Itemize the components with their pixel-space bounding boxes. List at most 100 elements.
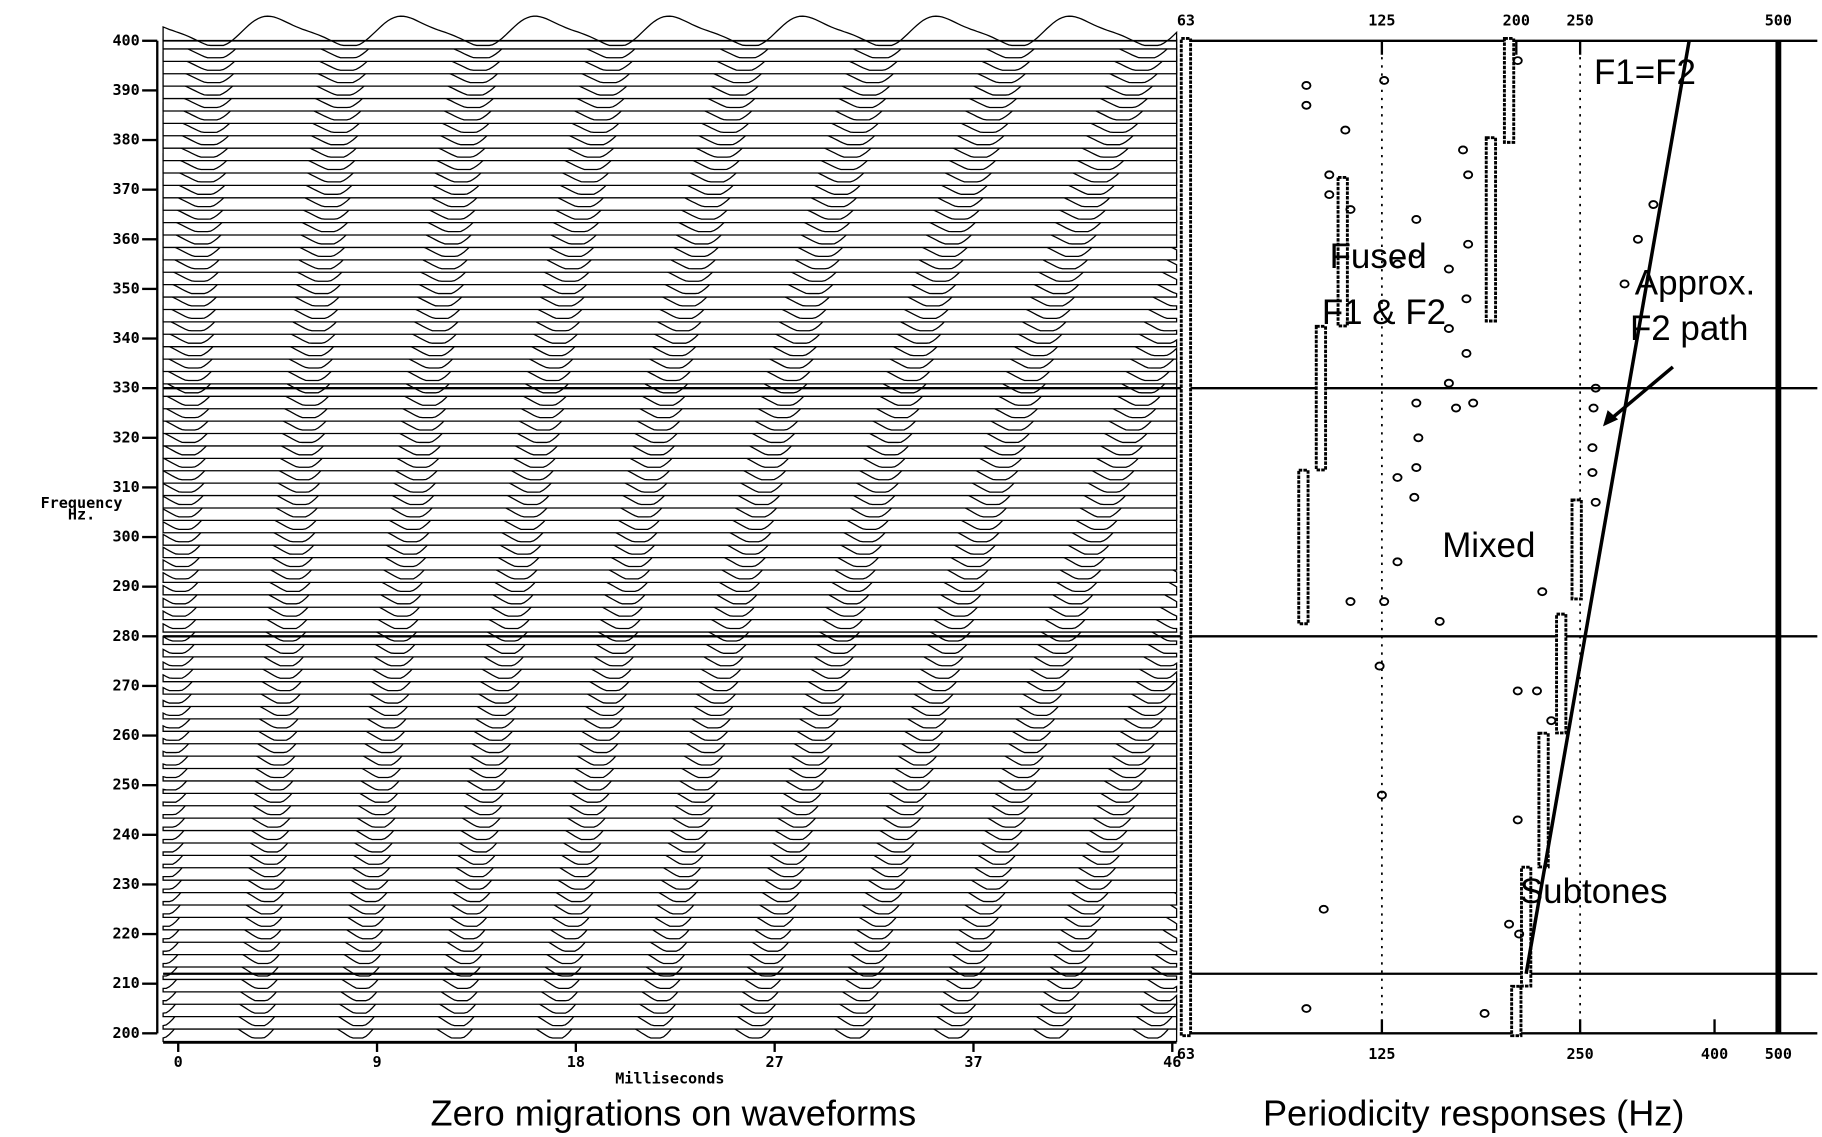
x-tick-label: 18 (567, 1053, 585, 1071)
y-axis-label: Frequency (41, 494, 123, 512)
f2-path (1524, 40, 1691, 975)
response-point (1531, 686, 1543, 696)
y-tick-label: 340 (112, 329, 139, 347)
response-point (1619, 279, 1630, 289)
y-tick-label: 350 (112, 279, 139, 297)
response-column (1502, 36, 1516, 144)
response-column (1555, 612, 1568, 735)
x-tick-label: 500 (1765, 1045, 1792, 1063)
response-point (1409, 492, 1420, 502)
x-tick-label: 9 (372, 1053, 381, 1071)
response-point (1411, 249, 1422, 259)
y-tick-label: 380 (112, 131, 139, 149)
response-point (1463, 170, 1474, 180)
response-point (1411, 463, 1422, 472)
y-tick-label: 280 (112, 627, 139, 645)
response-point (1374, 661, 1385, 671)
y-tick-label: 290 (112, 577, 139, 595)
response-point (1587, 443, 1598, 453)
y-tick-label: 230 (112, 875, 139, 893)
response-column (1484, 136, 1498, 323)
waveforms (162, 15, 1178, 1043)
response-point (1345, 205, 1356, 214)
y-tick-label: 200 (112, 1024, 139, 1042)
x-axis-label: Milliseconds (615, 1069, 724, 1087)
y-tick-label: 270 (112, 676, 139, 694)
response-point (1546, 716, 1557, 726)
response-point (1301, 1004, 1312, 1013)
annotation: Fused (1330, 237, 1427, 276)
y-tick-label: 260 (112, 726, 139, 744)
response-point (1632, 234, 1643, 244)
x-tick-label: 63 (1177, 11, 1195, 29)
response-point (1463, 239, 1474, 249)
x-tick-label: 37 (964, 1053, 982, 1071)
x-tick-label: 125 (1368, 11, 1395, 29)
annotation: F2 path (1630, 309, 1748, 348)
response-point (1376, 790, 1387, 800)
x-tick-label: 63 (1177, 1045, 1195, 1063)
y-tick-label: 370 (112, 180, 139, 198)
response-point (1461, 294, 1472, 304)
response-point (1443, 264, 1454, 274)
y-tick-label: 300 (112, 528, 139, 546)
x-tick-label: 500 (1765, 11, 1792, 29)
y-axis-label: Hz. (68, 505, 95, 523)
response-column (1510, 984, 1523, 1038)
response-point (1392, 473, 1403, 482)
x-tick-label: 125 (1368, 1045, 1395, 1063)
response-point (1324, 190, 1335, 200)
annotation: Mixed (1442, 526, 1535, 565)
response-column (1570, 498, 1583, 601)
response-column (1520, 865, 1533, 988)
left-caption: Zero migrations on waveforms (431, 1093, 917, 1134)
y-tick-label: 240 (112, 825, 139, 843)
response-point (1468, 398, 1479, 408)
response-point (1512, 56, 1523, 66)
y-tick-label: 250 (112, 776, 139, 794)
response-point (1514, 929, 1525, 939)
response-column (1336, 175, 1349, 328)
y-tick-label: 310 (112, 478, 139, 496)
annotation: Subtones (1520, 872, 1668, 911)
response-point (1587, 468, 1598, 477)
y-tick-label: 320 (112, 428, 139, 446)
y-tick-label: 390 (112, 81, 139, 99)
response-point (1537, 587, 1548, 597)
response-point (1443, 324, 1454, 334)
response-point (1411, 215, 1422, 224)
response-column (1297, 468, 1310, 626)
y-tick-label: 330 (112, 379, 139, 397)
response-point (1318, 904, 1329, 914)
response-point (1392, 259, 1403, 269)
response-point (1379, 597, 1390, 606)
waveform-trace (162, 15, 1178, 50)
response-point (1451, 403, 1462, 413)
response-point (1324, 170, 1335, 180)
response-point (1345, 597, 1356, 606)
response-point (1413, 433, 1424, 443)
response-point (1461, 348, 1472, 358)
x-tick-label: 250 (1566, 1045, 1593, 1063)
response-point (1512, 686, 1523, 696)
annotation: F1=F2 (1594, 53, 1696, 92)
response-point (1379, 76, 1390, 85)
response-point (1648, 200, 1659, 209)
right-caption: Periodicity responses (Hz) (1263, 1093, 1684, 1134)
response-point (1590, 383, 1601, 393)
x-tick-label: 200 (1503, 11, 1530, 29)
x-tick-label: 0 (174, 1053, 183, 1071)
response-point (1301, 100, 1312, 110)
x-tick-label: 400 (1701, 1045, 1728, 1063)
response-point (1392, 557, 1403, 567)
x-tick-label: 250 (1566, 11, 1593, 29)
x-tick-label: 27 (766, 1053, 784, 1071)
response-point (1411, 398, 1422, 408)
y-tick-label: 210 (112, 974, 139, 992)
response-column (1314, 324, 1328, 472)
annotation-arrow (1606, 365, 1675, 424)
response-point (1301, 81, 1312, 90)
response-point (1588, 403, 1599, 413)
